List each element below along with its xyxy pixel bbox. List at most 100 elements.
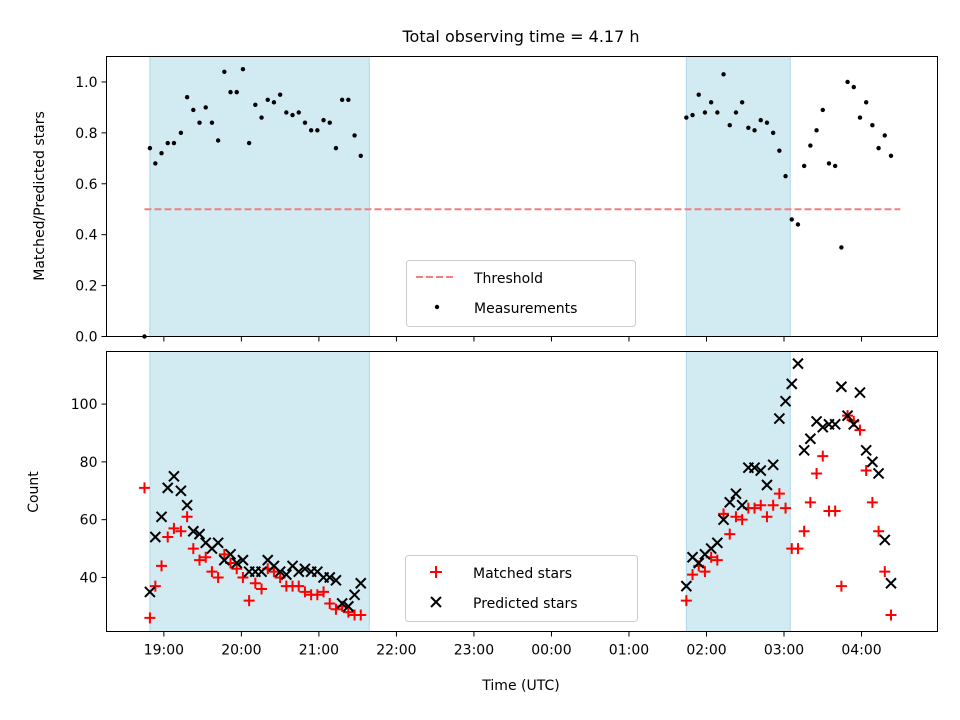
measurement-point — [820, 107, 825, 113]
measurement-point — [746, 125, 751, 130]
predicted-star-marker — [848, 418, 860, 431]
predicted-star-marker — [773, 412, 786, 425]
ratio-legend-box — [406, 260, 636, 327]
predicted-star-marker — [860, 444, 872, 457]
measurement-point — [696, 92, 701, 97]
measurement-point — [315, 128, 320, 133]
matched-star-marker — [879, 566, 891, 578]
predicted-star-marker — [181, 499, 193, 511]
measurement-point — [215, 138, 221, 143]
measurement-point — [346, 97, 351, 102]
matched-star-marker — [854, 424, 866, 436]
ratio-y-tick-label: 0.4 — [75, 228, 97, 244]
predicted-star-marker — [730, 487, 742, 500]
matched-star-marker — [181, 511, 193, 523]
matched-star-marker — [780, 502, 792, 514]
count-legend-box — [405, 555, 638, 622]
predicted-star-marker — [736, 499, 748, 511]
chart-title: Total observing time = 4.17 h — [401, 27, 639, 46]
x-tick-label: 19:00 — [144, 643, 184, 659]
predicted-star-marker — [255, 565, 268, 578]
matched-star-marker — [718, 508, 730, 520]
predicted-star-marker — [224, 548, 237, 561]
predicted-star-marker — [761, 479, 773, 491]
measurement-point — [228, 89, 233, 95]
count-panel: 40 60 80 100 19:00 20:00 21:00 22:00 23:00 00:00… — [26, 351, 938, 694]
matched-star-marker — [342, 606, 354, 618]
matched-star-marker — [249, 577, 261, 589]
measurement-point — [191, 107, 196, 113]
count-y-tick-label: 40 — [80, 570, 98, 586]
measurement-point — [702, 110, 708, 115]
measurement-point — [327, 120, 332, 125]
predicted-star-marker — [324, 571, 336, 584]
matched-star-marker — [811, 467, 823, 479]
matched-star-marker — [293, 580, 305, 592]
matched-star-marker — [835, 580, 847, 592]
predicted-legend-label: Predicted stars — [473, 596, 578, 612]
predicted-star-marker — [162, 482, 174, 494]
x-tick-label: 02:00 — [686, 643, 726, 659]
matched-star-marker — [243, 595, 255, 607]
count-panel-frame — [106, 351, 938, 632]
matched-star-marker — [187, 543, 199, 555]
measurement-point — [684, 115, 689, 120]
measurement-point — [358, 153, 363, 158]
measurement-point — [197, 120, 202, 125]
measurement-legend-swatch — [434, 304, 440, 310]
matched-star-marker — [218, 548, 230, 560]
measurement-point — [777, 148, 782, 153]
matched-star-marker — [730, 511, 742, 523]
matched-star-marker — [761, 511, 773, 523]
predicted-star-marker — [786, 378, 798, 390]
measurement-point — [321, 117, 326, 123]
measurement-point — [302, 120, 308, 125]
x-tick-label: 20:00 — [221, 643, 261, 659]
predicted-star-marker — [748, 461, 761, 474]
measurement-point — [727, 123, 732, 128]
measurement-point — [876, 145, 881, 151]
matched-star-marker — [237, 571, 249, 583]
predicted-star-marker — [680, 580, 693, 592]
measurement-point — [246, 140, 252, 146]
measurement-point — [808, 143, 813, 148]
measurement-point — [870, 123, 875, 128]
matched-star-marker — [156, 560, 168, 572]
measurement-point — [882, 133, 887, 138]
measurement-point — [284, 110, 289, 115]
matched-star-marker — [200, 551, 212, 563]
measurement-point — [308, 128, 314, 133]
matched-star-marker — [324, 597, 336, 609]
matched-star-marker — [144, 612, 156, 624]
matched-star-marker — [330, 603, 342, 615]
count-x-axis: 19:00 20:00 21:00 22:00 23:00 00:00 01:00 02:00… — [144, 631, 882, 659]
matched-star-marker — [194, 554, 206, 566]
measurement-point — [690, 112, 695, 118]
matched-star-marker — [206, 566, 218, 578]
measurement-point — [801, 163, 807, 169]
predicted-star-marker — [841, 409, 854, 422]
measurement-points — [142, 67, 894, 339]
matched-legend-swatch — [430, 566, 442, 578]
matched-star-marker — [149, 580, 161, 592]
shaded-region — [685, 56, 791, 337]
matched-star-marker — [755, 499, 767, 511]
matched-star-marker — [687, 569, 699, 581]
measurement-point — [159, 151, 164, 156]
measurement-point — [165, 140, 170, 146]
matched-star-marker — [829, 505, 841, 517]
ratio-y-axis-label: Matched/Predicted stars — [32, 111, 48, 281]
x-axis-label: Time (UTC) — [481, 678, 559, 694]
predicted-star-marker — [155, 511, 168, 523]
measurement-point — [770, 130, 776, 136]
predicted-star-marker — [835, 381, 848, 393]
matched-star-marker — [798, 525, 810, 537]
predicted-star-marker — [885, 577, 897, 589]
predicted-star-marker — [280, 568, 293, 581]
measurement-point — [234, 89, 239, 95]
matched-star-marker — [256, 583, 268, 595]
predicted-star-marker — [212, 537, 224, 549]
ratio-y-axis: 0.0 0.2 0.4 0.6 0.8 1.0 — [75, 75, 107, 346]
x-tick-label: 04:00 — [841, 643, 881, 659]
measurement-point — [153, 161, 158, 166]
